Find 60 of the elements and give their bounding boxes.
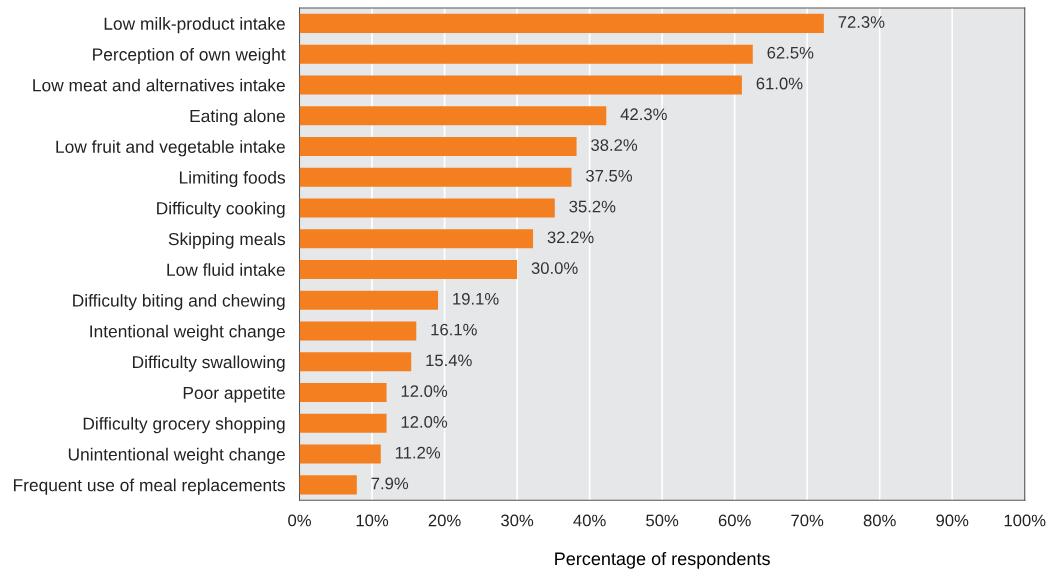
y-tick-label: Difficulty cooking <box>157 201 285 218</box>
data-label: 61.0% <box>756 77 803 90</box>
bar <box>299 352 412 372</box>
bar <box>299 167 572 187</box>
y-tick-label: Difficulty swallowing <box>133 355 285 372</box>
bar <box>299 44 753 64</box>
bar <box>299 75 742 95</box>
data-label: 72.3% <box>838 16 885 28</box>
x-tick-label: 50% <box>646 514 679 527</box>
data-label: 38.2% <box>591 139 638 151</box>
x-tick-label: 20% <box>428 514 461 527</box>
y-tick-label: Poor appetite <box>183 386 285 403</box>
data-label: 32.2% <box>547 231 594 244</box>
bar <box>299 229 534 249</box>
x-tick-label: 30% <box>501 514 534 527</box>
y-tick-label: Eating alone <box>190 109 285 126</box>
x-tick-label: 10% <box>356 514 389 527</box>
y-tick-label: Low fruit and vegetable intake <box>56 140 285 157</box>
x-tick-label: 90% <box>936 514 969 527</box>
y-tick-label: Low fluid intake <box>167 263 285 276</box>
x-axis-title: Percentage of respondents <box>555 551 770 569</box>
data-label: 15.4% <box>426 354 472 367</box>
y-tick-label: Perception of own weight <box>93 47 286 65</box>
bar <box>299 106 607 126</box>
data-label: 30.0% <box>531 262 578 274</box>
x-tick-label: 60% <box>718 514 751 527</box>
bar <box>299 444 381 464</box>
bar <box>299 290 439 310</box>
x-tick-label: 0% <box>288 514 311 527</box>
data-label: 7.9% <box>371 477 409 490</box>
bar <box>299 198 555 218</box>
data-label: 37.5% <box>586 169 633 182</box>
y-tick-label: Difficulty grocery shopping <box>83 417 285 434</box>
x-tick-label: 70% <box>791 514 824 527</box>
y-tick-label: Frequent use of meal replacements <box>13 478 286 495</box>
data-label: 62.5% <box>767 46 814 59</box>
data-label: 16.1% <box>431 323 477 336</box>
bar <box>299 13 824 33</box>
data-label: 11.2% <box>395 446 441 459</box>
bar <box>299 413 387 433</box>
bar <box>299 136 577 156</box>
bar <box>299 475 357 495</box>
bar <box>299 259 518 280</box>
bar <box>299 321 417 341</box>
x-tick-label: 40% <box>573 514 606 527</box>
y-tick-label: Intentional weight change <box>90 324 285 341</box>
data-label: 19.1% <box>453 292 499 305</box>
x-tick-label: 80% <box>863 514 896 527</box>
data-label: 12.0% <box>401 385 448 398</box>
bar <box>299 383 387 403</box>
y-tick-label: Difficulty biting and chewing <box>73 293 285 311</box>
y-tick-label: Unintentional weight change <box>68 447 285 464</box>
data-label: 42.3% <box>620 108 667 121</box>
y-tick-label: Low meat and alternatives intake <box>33 78 285 92</box>
data-label: 12.0% <box>401 415 448 428</box>
y-tick-label: Limiting foods <box>179 170 286 188</box>
x-tick-label: 100% <box>1004 514 1046 527</box>
y-tick-label: Low milk-product intake <box>104 17 285 34</box>
y-tick-label: Skipping meals <box>168 232 286 249</box>
data-label: 35.2% <box>569 200 616 213</box>
